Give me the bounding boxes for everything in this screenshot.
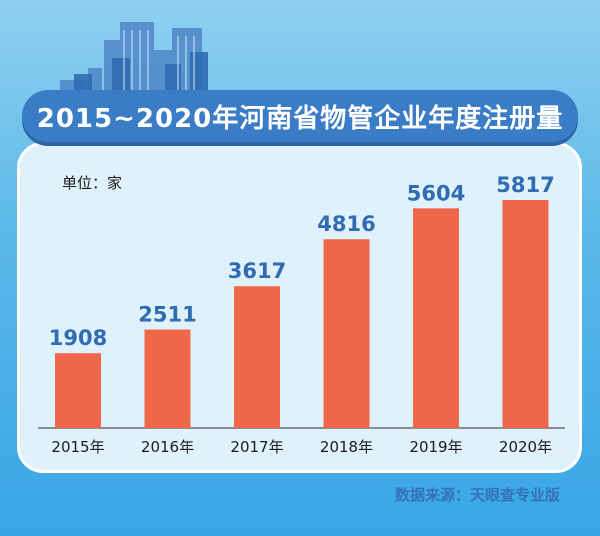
bar-2017年 <box>234 286 280 428</box>
unit-label: 单位：家 <box>62 174 123 192</box>
bar-2019年 <box>413 208 459 428</box>
x-tick-label: 2016年 <box>141 438 194 456</box>
data-source: 数据来源：天眼查专业版 <box>394 486 560 504</box>
bar-value-label: 5817 <box>496 173 554 197</box>
bar-value-label: 4816 <box>317 212 375 236</box>
bar-2020年 <box>502 200 549 428</box>
bar-2018年 <box>323 239 370 428</box>
chart-panel <box>17 142 582 473</box>
x-tick-label: 2018年 <box>320 438 373 456</box>
bar-value-label: 1908 <box>49 326 107 350</box>
bar-value-label: 3617 <box>228 259 286 283</box>
x-tick-label: 2017年 <box>230 438 283 456</box>
bar-value-label: 2511 <box>138 303 196 327</box>
bar-2016年 <box>144 329 191 428</box>
x-tick-label: 2020年 <box>499 438 552 456</box>
bar-value-label: 5604 <box>407 181 465 205</box>
x-tick-label: 2019年 <box>409 438 462 456</box>
x-tick-label: 2015年 <box>51 438 104 456</box>
title-banner: 2015~2020年河南省物管企业年度注册量 <box>22 90 578 142</box>
chart-title: 2015~2020年河南省物管企业年度注册量 <box>36 103 564 134</box>
bar-2015年 <box>55 353 101 428</box>
